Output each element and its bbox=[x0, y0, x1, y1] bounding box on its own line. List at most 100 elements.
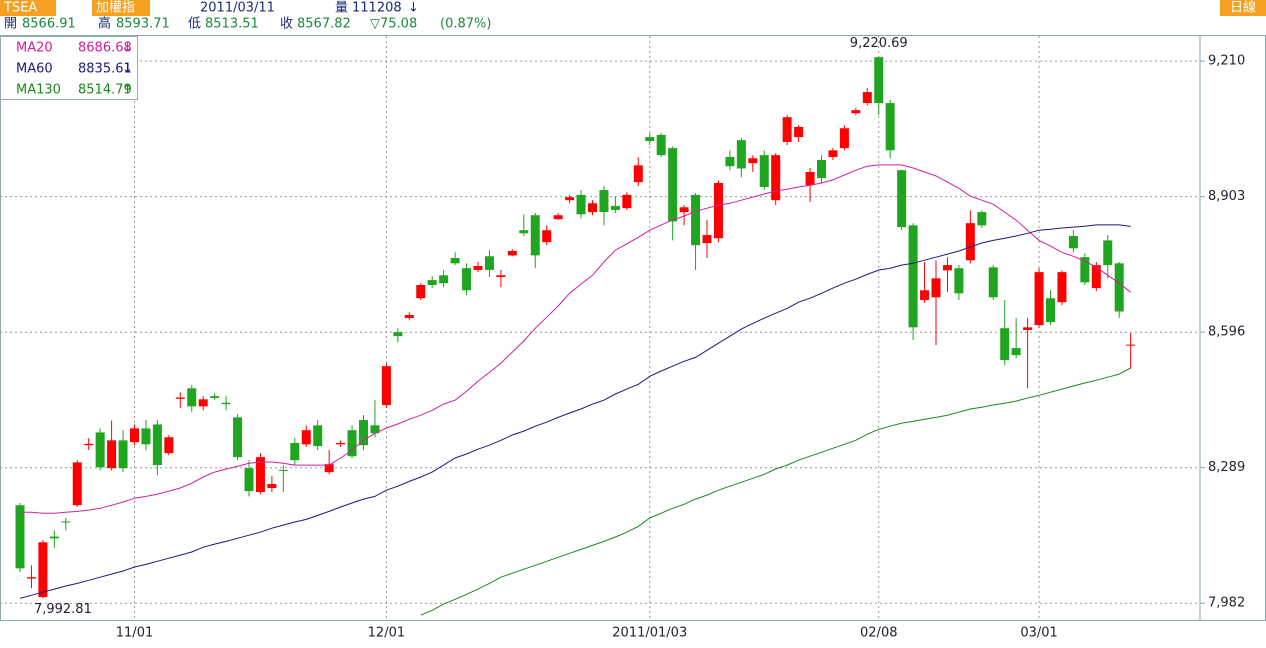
low-label: 低 bbox=[188, 17, 201, 32]
candle-body bbox=[805, 171, 815, 186]
legend-name: MA130 bbox=[16, 83, 61, 98]
change: ▽75.08 bbox=[370, 17, 417, 32]
candle-body bbox=[1046, 298, 1055, 323]
min-annotation: 7,992.81 bbox=[34, 602, 92, 617]
candle-body bbox=[1091, 265, 1101, 289]
candle-body bbox=[942, 265, 952, 271]
candle-body bbox=[244, 468, 254, 492]
candle-body bbox=[885, 103, 895, 151]
y-tick-label: 8,289 bbox=[1208, 460, 1245, 475]
candle-body bbox=[1057, 272, 1067, 303]
candle-body bbox=[49, 536, 59, 539]
legend-value: 8686.68 bbox=[78, 41, 132, 56]
candle-body bbox=[336, 442, 346, 445]
legend-value: 8514.79 bbox=[78, 83, 132, 98]
candle-body bbox=[897, 170, 907, 228]
candle-body bbox=[15, 505, 25, 569]
index-name: 加權指 bbox=[96, 1, 135, 16]
candle-body bbox=[622, 194, 632, 209]
candle-body bbox=[198, 399, 208, 407]
candle-body bbox=[633, 165, 643, 183]
candle-body bbox=[38, 542, 48, 598]
candle-body bbox=[210, 396, 220, 398]
candle-body bbox=[748, 158, 758, 164]
y-tick-label: 8,903 bbox=[1208, 189, 1245, 204]
ma-line bbox=[20, 164, 1131, 514]
candle-body bbox=[977, 212, 987, 226]
candle-body bbox=[1114, 263, 1124, 312]
candle-body bbox=[507, 250, 517, 256]
candle-body bbox=[72, 462, 82, 506]
period: 日線 bbox=[1230, 0, 1256, 16]
candle-body bbox=[84, 443, 94, 446]
candle-body bbox=[313, 425, 323, 447]
x-tick-label: 02/08 bbox=[860, 626, 897, 641]
y-tick-label: 9,210 bbox=[1208, 54, 1245, 69]
candle-body bbox=[759, 155, 769, 187]
candle-body bbox=[565, 197, 575, 201]
candle-body bbox=[656, 134, 666, 156]
candle-body bbox=[301, 430, 311, 445]
candle-body bbox=[874, 57, 884, 104]
candle-body bbox=[828, 150, 838, 157]
symbol-box bbox=[0, 0, 56, 16]
candle-body bbox=[1080, 257, 1090, 283]
candle-body bbox=[107, 440, 117, 469]
change-pct: (0.87%) bbox=[440, 17, 491, 32]
x-tick-label: 11/01 bbox=[116, 626, 153, 641]
candle-body bbox=[576, 194, 586, 215]
candle-body bbox=[221, 402, 231, 405]
candle-body bbox=[782, 117, 792, 142]
candle-body bbox=[1034, 272, 1044, 326]
candle-body bbox=[713, 182, 723, 239]
close-label: 收 bbox=[280, 17, 293, 32]
candle-body bbox=[359, 420, 368, 446]
candle-body bbox=[484, 256, 494, 270]
volume-trend: ↓ bbox=[408, 1, 419, 16]
candle-body bbox=[61, 521, 71, 523]
candle-body bbox=[152, 424, 162, 466]
candle-body bbox=[851, 110, 861, 114]
legend-name: MA60 bbox=[16, 62, 53, 77]
legend-box bbox=[0, 36, 138, 100]
candle-body bbox=[931, 278, 941, 298]
open-label: 開 bbox=[4, 17, 17, 32]
candle-body bbox=[95, 432, 105, 468]
candle-body bbox=[771, 155, 781, 201]
candle-body bbox=[404, 314, 414, 319]
candle-body bbox=[1023, 327, 1033, 330]
candle-body bbox=[725, 156, 735, 167]
candle-body bbox=[908, 225, 918, 328]
candle-body bbox=[267, 484, 277, 489]
candle-body bbox=[965, 223, 975, 261]
legend-trend: ↓ bbox=[122, 62, 133, 77]
candle-body bbox=[496, 275, 506, 278]
candle-body bbox=[599, 190, 609, 213]
plot-frame bbox=[0, 35, 1266, 621]
candle-body bbox=[427, 280, 437, 285]
candle-body bbox=[988, 267, 998, 298]
candle-body bbox=[130, 428, 139, 443]
candle-body bbox=[233, 417, 243, 458]
candle-body bbox=[175, 397, 185, 399]
candle-body bbox=[530, 215, 540, 256]
x-tick-label: 03/01 bbox=[1020, 626, 1057, 641]
volume: 111208 bbox=[352, 1, 402, 16]
candle-body bbox=[679, 207, 689, 213]
candle-body bbox=[610, 205, 620, 210]
low-value: 8513.51 bbox=[205, 17, 259, 32]
symbol: TSEA bbox=[3, 1, 37, 16]
candle-body bbox=[1068, 235, 1078, 249]
candle-body bbox=[645, 137, 655, 142]
volume-label: 量 bbox=[335, 1, 348, 16]
candle-body bbox=[462, 268, 472, 291]
candle-body bbox=[1011, 348, 1021, 356]
candle-body bbox=[1000, 328, 1010, 361]
legend-value: 8835.61 bbox=[78, 62, 132, 77]
max-annotation: 9,220.69 bbox=[850, 36, 908, 51]
candle-body bbox=[736, 140, 746, 169]
candle-body bbox=[553, 215, 563, 220]
x-tick-label: 2011/01/03 bbox=[612, 626, 687, 641]
candle-body bbox=[954, 268, 964, 294]
